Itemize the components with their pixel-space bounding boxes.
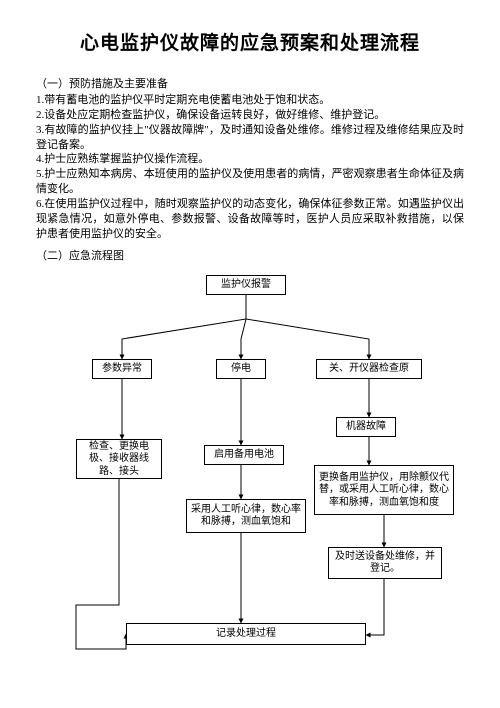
flowchart: 监护仪报警参数异常 停电 关、开仪器检查原机器故障检查、更换电极、接收器线路、接头 启… (36, 269, 464, 689)
flow-node-check: 检查、更换电极、接收器线路、接头 (76, 439, 162, 479)
flow-node-battery: 启用备用电池 (204, 445, 284, 465)
flow-node-replace: 更换备用监护仪，用除颤仪代替，或采用人工听心律，数心率和脉搏，测血氧饱和度 (314, 465, 454, 515)
section-2-head: （二）应急流程图 (36, 247, 464, 263)
section-1-head: （一）预防措施及主要准备 (36, 75, 464, 91)
flow-node-manual: 采用人工听心律，数心率和脉搏，测血氧饱和 (186, 499, 306, 533)
flow-node-power: 停电 (216, 359, 266, 379)
paragraph: 6.在使用监护仪过程中，随时观察监护仪的动态变化，确保体征参数正常。如遇监护仪出… (36, 197, 464, 242)
flow-edge (76, 479, 126, 649)
page-title: 心电监护仪故障的应急预案和处理流程 (36, 28, 464, 55)
flow-node-record: 记录处理过程 (126, 623, 366, 645)
paragraph: 3.有故障的监护仪挂上"仪器故障牌"，及时通知设备处维修。维修过程及维修结果应及… (36, 123, 464, 153)
flow-edge (122, 295, 246, 359)
flow-edge (246, 295, 369, 359)
page: 心电监护仪故障的应急预案和处理流程 （一）预防措施及主要准备 1.带有蓄电池的监… (0, 0, 500, 708)
paragraph: 1.带有蓄电池的监护仪平时定期充电使蓄电池处于饱和状态。 (36, 93, 464, 108)
flow-node-switch: 关、开仪器检查原 (316, 359, 422, 379)
flow-node-param: 参数异常 (92, 359, 152, 379)
flow-edge (366, 579, 384, 635)
paragraph: 5.护士应熟知本病房、本班使用的监护仪及使用患者的病情，严密观察患者生命体征及病… (36, 167, 464, 197)
flow-edge (241, 295, 246, 359)
flow-node-alarm: 监护仪报警 (206, 275, 286, 295)
paragraph: 2.设备处应定期检查监护仪，确保设备运转良好，做好维修、维护登记。 (36, 108, 464, 123)
flow-node-send: 及时送设备处维修，并登记。 (328, 547, 442, 579)
flow-node-fault: 机器故障 (336, 417, 396, 437)
paragraph: 4.护士应熟练掌握监护仪操作流程。 (36, 152, 464, 167)
